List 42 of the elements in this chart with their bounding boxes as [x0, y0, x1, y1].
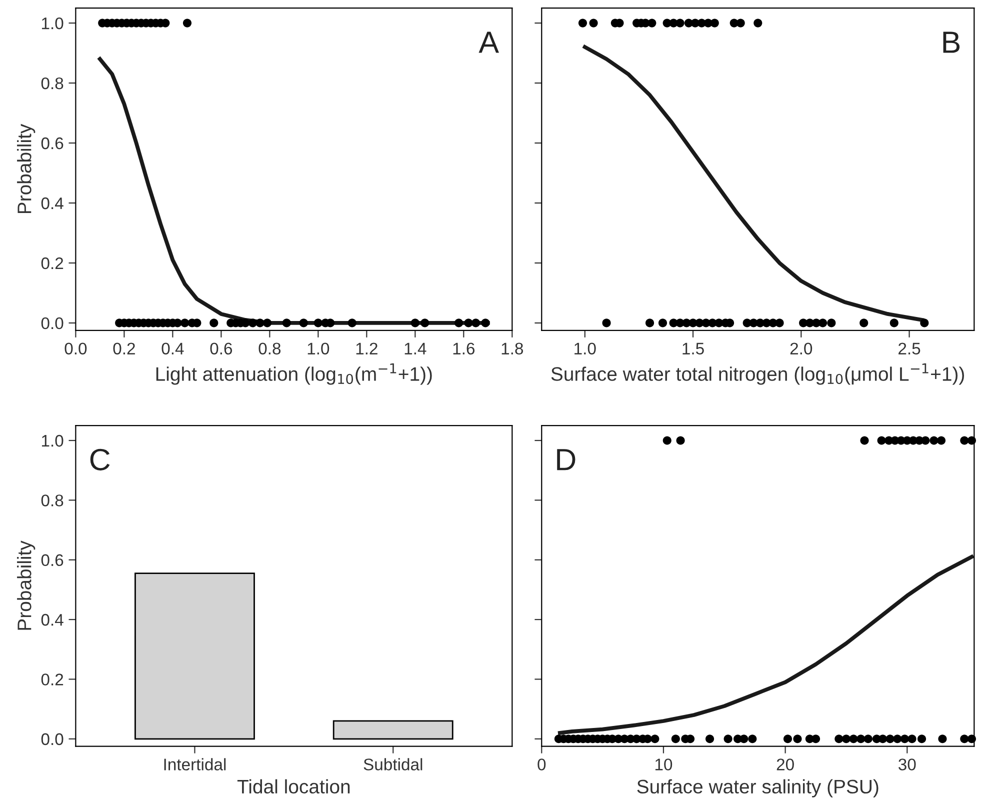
- annotation: D: [557, 449, 576, 470]
- x-tick-label: 1.0: [574, 342, 596, 355]
- y-tick-label: 0.6: [41, 554, 64, 566]
- y-tick-label: 1.0: [42, 434, 64, 447]
- x-tick-label: 1.8: [502, 342, 524, 355]
- x-tick-label: 2.0: [790, 342, 812, 355]
- x-tick-label: 0: [538, 758, 546, 770]
- y-tick-label: 1.0: [42, 17, 64, 30]
- x-tick-label: 1.5: [682, 342, 704, 355]
- x-tick-label: 30: [898, 758, 916, 770]
- x-tick-label: 10: [655, 758, 672, 770]
- x-tick-label: 0.2: [113, 342, 135, 355]
- x-tick-label: 0.0: [64, 342, 87, 355]
- y-tick-label: 0.4: [41, 197, 64, 210]
- annotation: A: [478, 32, 499, 53]
- y-tick-label: 0.8: [41, 494, 64, 506]
- y-axis-title: Probability: [17, 124, 36, 214]
- x-tick-label: 20: [776, 758, 794, 770]
- annotation: C: [90, 448, 110, 470]
- annotation: B: [943, 32, 960, 53]
- x-axis-title: Surface water total nitrogen (log$_{10}$(μmol L$^{−1}$+1)): [551, 363, 964, 385]
- y-tick-label: 0.0: [41, 733, 64, 746]
- y-tick-label: 0.2: [41, 257, 64, 270]
- x-axis-title: Surface water salinity (PSU): [637, 779, 878, 798]
- y-tick-label: 0.2: [41, 674, 64, 686]
- x-tick-label: 2.5: [898, 342, 920, 355]
- y-tick-label: 0.8: [41, 77, 64, 90]
- x-axis-title: Light attenuation (log$_{10}$(m$^{−1}$+1)): [156, 363, 432, 385]
- x-tick-label: 1.4: [404, 342, 426, 354]
- y-tick-label: 0.6: [41, 137, 64, 150]
- y-tick-label: 0.4: [41, 614, 64, 626]
- x-tick-label: 0.8: [258, 342, 281, 355]
- x-tick-label: 1.6: [453, 342, 474, 355]
- x-tick-label: 1.2: [356, 342, 378, 354]
- y-axis-title: Probability: [17, 540, 36, 630]
- x-axis-title: Tidal location: [237, 779, 350, 794]
- y-tick-label: 0.0: [41, 317, 64, 330]
- x-tick-label: Intertidal: [164, 758, 226, 770]
- x-tick-label: Subtidal: [364, 758, 422, 770]
- x-tick-label: 0.4: [162, 342, 184, 355]
- x-tick-label: 1.0: [308, 342, 330, 355]
- x-tick-label: 0.6: [210, 342, 232, 355]
